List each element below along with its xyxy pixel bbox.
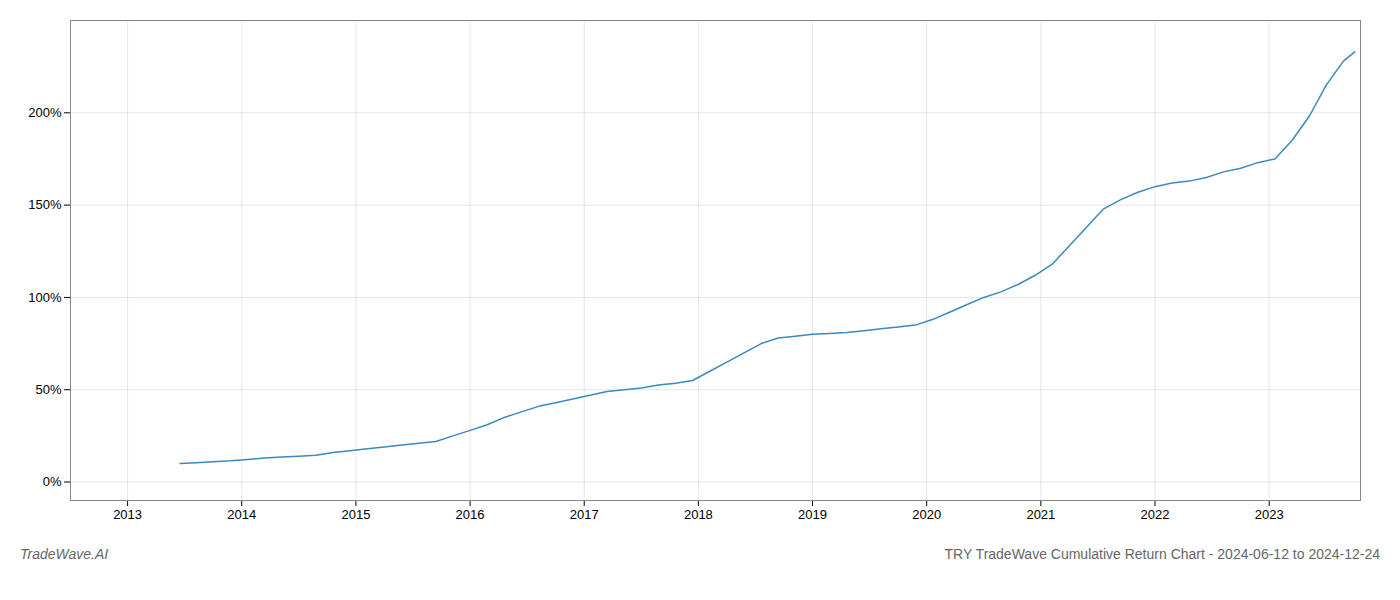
svg-text:2020: 2020: [912, 507, 941, 522]
svg-text:2018: 2018: [684, 507, 713, 522]
svg-text:100%: 100%: [28, 290, 62, 305]
svg-text:2023: 2023: [1255, 507, 1284, 522]
svg-text:2021: 2021: [1026, 507, 1055, 522]
svg-text:200%: 200%: [28, 105, 62, 120]
svg-text:2019: 2019: [798, 507, 827, 522]
svg-text:2017: 2017: [570, 507, 599, 522]
svg-text:0%: 0%: [43, 474, 62, 489]
html-text:TRY TradeWave Cumulative Retur: TRY TradeWave Cumulative Return Chart - …: [944, 546, 1380, 562]
svg-text:50%: 50%: [35, 382, 61, 397]
svg-text:2013: 2013: [113, 507, 142, 522]
svg-text:2014: 2014: [227, 507, 256, 522]
svg-text:2015: 2015: [341, 507, 370, 522]
html-text:TradeWave.AI: TradeWave.AI: [20, 546, 109, 562]
svg-text:2016: 2016: [456, 507, 485, 522]
svg-text:2022: 2022: [1141, 507, 1170, 522]
svg-text:150%: 150%: [28, 197, 62, 212]
